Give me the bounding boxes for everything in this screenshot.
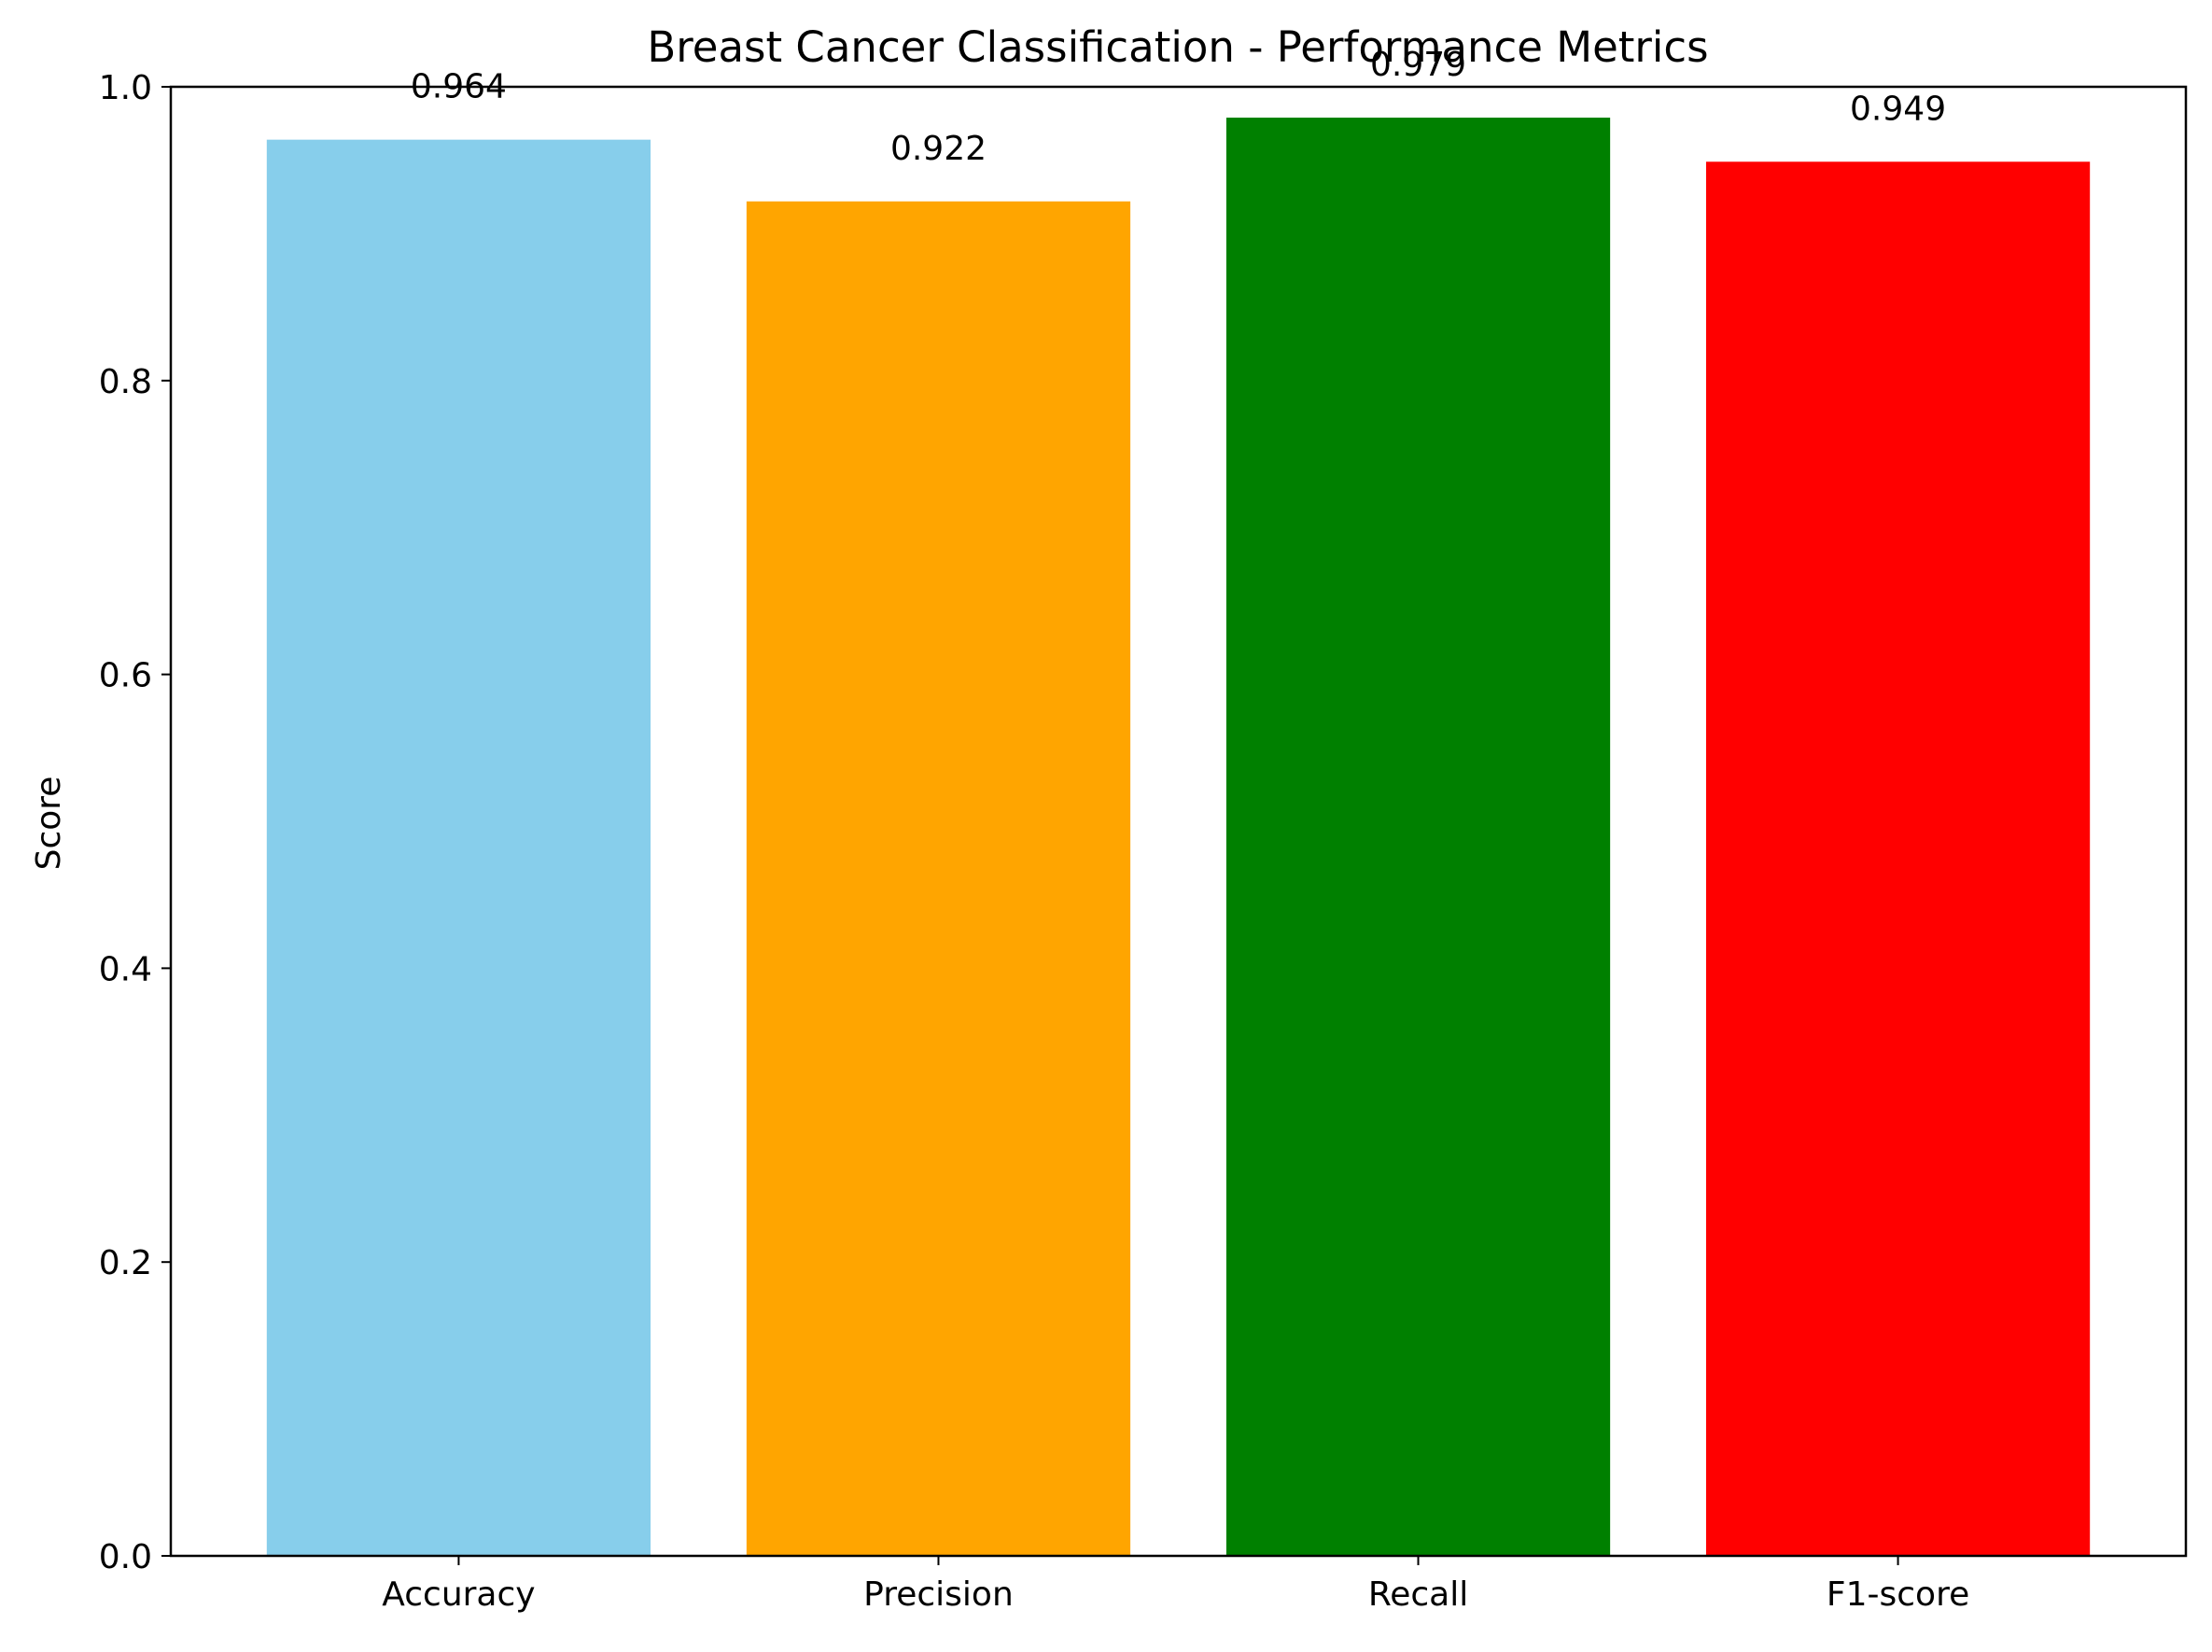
chart-title: Breast Cancer Classification - Performan… <box>647 22 1708 72</box>
y-tick-label: 1.0 <box>99 69 152 107</box>
x-tick-label: Precision <box>863 1575 1014 1614</box>
plot-frame <box>169 85 2188 1558</box>
y-axis-label: Score <box>30 777 68 871</box>
x-tick-label: F1-score <box>1827 1575 1969 1614</box>
x-tick-label: Accuracy <box>382 1575 535 1614</box>
y-tick-label: 0.8 <box>99 363 152 401</box>
bars <box>266 118 2091 1557</box>
y-axis-ticks: 0.0 0.2 0.4 0.6 0.8 1.0 <box>99 69 171 1576</box>
bar-precision <box>746 201 1131 1557</box>
bar-recall <box>1225 118 1611 1557</box>
x-tick-label: Recall <box>1368 1575 1468 1614</box>
x-axis-ticks: Accuracy Precision Recall F1-score <box>382 1556 1969 1614</box>
y-tick-label: 0.2 <box>99 1244 152 1282</box>
data-label: 0.949 <box>1850 90 1946 128</box>
data-label: 0.979 <box>1370 46 1466 84</box>
y-tick-label: 0.6 <box>99 657 152 695</box>
bar-accuracy <box>266 139 651 1556</box>
data-label: 0.922 <box>890 130 987 168</box>
bar-f1-score <box>1705 161 2091 1556</box>
y-tick-label: 0.4 <box>99 950 152 988</box>
y-tick-label: 0.0 <box>99 1538 152 1576</box>
